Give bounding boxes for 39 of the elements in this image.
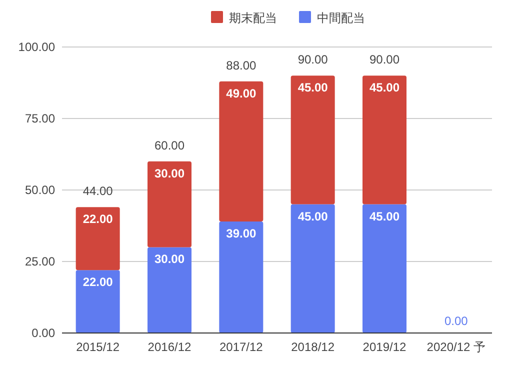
bar <box>290 204 335 333</box>
y-tick-label: 0.00 <box>32 326 56 340</box>
x-tick-label: 2019/12 <box>362 340 407 354</box>
bar <box>148 247 192 333</box>
bar <box>362 76 406 204</box>
data-label: 45.00 <box>369 209 400 224</box>
bar <box>362 204 406 333</box>
y-tick-label: 100.00 <box>18 40 56 54</box>
x-tick-label: 2018/12 <box>291 340 335 354</box>
data-label: 45.00 <box>369 80 400 95</box>
bar <box>219 221 264 333</box>
legend-label: 中間配当 <box>317 11 365 25</box>
data-label: 0.00 <box>444 314 468 328</box>
x-tick-label: 2020/12 予 <box>426 340 486 354</box>
data-label: 49.00 <box>226 86 257 100</box>
y-tick-label: 50.00 <box>24 183 56 197</box>
x-tick-label: 2017/12 <box>219 340 264 354</box>
bar <box>148 161 192 248</box>
y-tick-label: 75.00 <box>24 112 56 126</box>
data-label: 30.00 <box>154 166 185 180</box>
y-tick-label: 25.00 <box>24 254 56 268</box>
bar <box>290 76 335 204</box>
x-tick-label: 2015/12 <box>76 340 120 354</box>
data-label: 45.00 <box>298 80 328 95</box>
total-label: 60.00 <box>154 138 185 152</box>
bar <box>219 81 264 222</box>
data-label: 22.00 <box>82 275 114 290</box>
bar <box>76 207 120 270</box>
data-label: 39.00 <box>226 226 257 240</box>
legend-label: 期末配当 <box>229 11 277 25</box>
bar <box>76 270 120 333</box>
total-label: 88.00 <box>226 58 257 72</box>
total-label: 44.00 <box>82 184 114 198</box>
data-label: 45.00 <box>298 209 328 224</box>
data-label: 30.00 <box>154 252 185 266</box>
total-label: 90.00 <box>369 52 400 67</box>
x-tick-label: 2016/12 <box>148 340 192 354</box>
total-label: 90.00 <box>298 52 328 67</box>
data-label: 22.00 <box>82 212 114 226</box>
